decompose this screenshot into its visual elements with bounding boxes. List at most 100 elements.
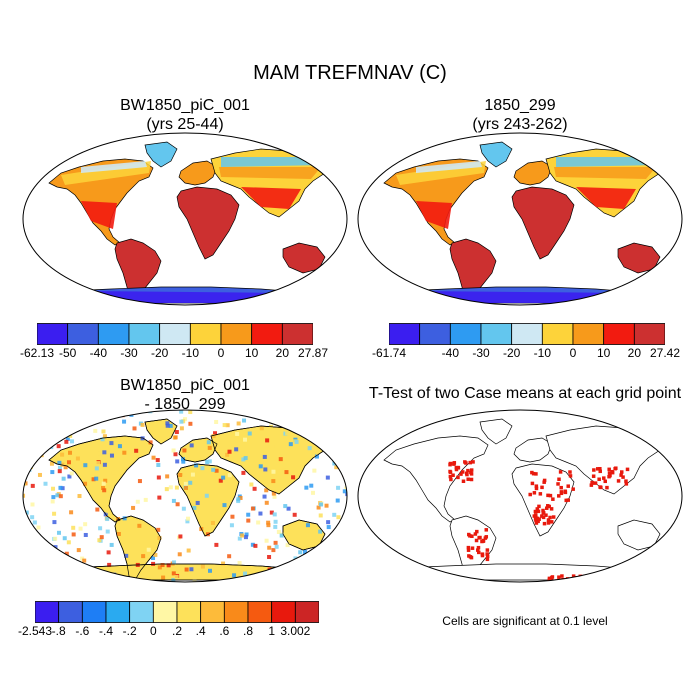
significant-cell xyxy=(575,579,579,582)
significant-cell xyxy=(452,462,456,466)
diff-cell xyxy=(100,573,105,578)
panel4-title: T-Test of two Case means at each grid po… xyxy=(368,385,682,402)
diff-cell xyxy=(284,470,289,475)
diff-cell xyxy=(276,529,281,534)
significant-cell xyxy=(444,574,449,579)
panel1-map xyxy=(22,132,348,306)
diff-cell xyxy=(47,411,52,416)
diff-cell xyxy=(37,472,42,477)
diff-cell xyxy=(262,454,267,459)
significant-cell xyxy=(546,504,550,508)
colorbar-tick-label: -20 xyxy=(150,346,169,360)
significant-cell xyxy=(423,572,428,576)
diff-cell xyxy=(55,493,60,498)
significant-cell xyxy=(448,470,453,474)
diff-cell xyxy=(259,426,264,431)
significant-cell xyxy=(418,577,422,581)
diff-cell xyxy=(148,410,153,414)
diff-cell xyxy=(262,494,267,499)
significant-cell xyxy=(459,472,463,476)
panel2-title: 1850_299 (yrs 243-262) xyxy=(360,96,680,134)
diff-cell xyxy=(205,459,210,464)
diff-cell xyxy=(272,494,277,499)
significant-cell xyxy=(531,471,536,476)
significant-cell xyxy=(541,508,545,513)
diff-cell xyxy=(304,485,309,490)
colorbar-tick-label: 10 xyxy=(596,346,611,360)
significant-cell xyxy=(466,548,471,552)
significant-cell xyxy=(451,473,455,477)
diff-cell xyxy=(93,428,98,433)
coastline xyxy=(114,515,162,581)
significant-cell xyxy=(558,470,563,474)
colorbar-swatch xyxy=(37,323,69,345)
diff-cell xyxy=(81,418,86,423)
diff-cell xyxy=(173,452,178,457)
significant-cell xyxy=(478,535,482,540)
diff-cell xyxy=(103,478,108,483)
significant-cell xyxy=(468,534,472,538)
significant-cell xyxy=(471,460,475,464)
diff-cell xyxy=(181,459,186,464)
diff-cell xyxy=(203,522,208,527)
diff-cell xyxy=(273,519,278,524)
diff-cell xyxy=(60,486,65,491)
significant-cell xyxy=(425,574,430,578)
significant-cell xyxy=(590,577,595,582)
warm-band xyxy=(416,201,452,229)
diff-cell xyxy=(311,574,316,579)
panel3-title: BW1850_piC_001 - 1850_299 xyxy=(25,376,345,414)
diff-cell xyxy=(253,543,258,548)
diff-cell xyxy=(237,536,242,541)
diff-cell xyxy=(100,416,105,421)
diff-cell xyxy=(71,560,76,565)
diff-cell xyxy=(305,523,310,528)
diff-cell xyxy=(279,533,284,538)
diff-cell xyxy=(243,456,248,461)
significant-cell xyxy=(437,577,441,581)
diff-cell xyxy=(64,439,69,444)
significant-cell xyxy=(485,552,489,556)
diff-cell xyxy=(179,410,184,414)
diff-cell xyxy=(38,563,43,568)
diff-cell xyxy=(64,410,69,415)
diff-cell xyxy=(26,546,31,551)
colorbar-tick-label: -40 xyxy=(441,346,459,360)
diff-cell xyxy=(243,535,248,540)
significant-cell xyxy=(439,577,443,582)
colorbar-tick-label: .2 xyxy=(171,624,183,638)
diff-cell xyxy=(122,419,127,424)
significant-cell xyxy=(592,468,596,472)
diff-cell xyxy=(321,442,326,447)
cold-band xyxy=(221,157,325,167)
diff-cell xyxy=(57,465,62,470)
colorbar-swatch xyxy=(152,601,178,623)
significant-cell xyxy=(422,575,427,579)
diff-cell xyxy=(157,495,162,500)
diff-cell xyxy=(345,492,347,497)
diff-cell xyxy=(227,473,232,478)
diff-cell xyxy=(345,523,347,528)
significant-cell xyxy=(620,470,624,474)
diff-cell xyxy=(270,444,275,449)
diff-cell xyxy=(292,512,297,517)
colorbar-tick-label: -10 xyxy=(533,346,551,360)
diff-cell xyxy=(250,506,255,511)
diff-cell xyxy=(310,490,315,495)
significant-cell xyxy=(485,554,490,558)
significant-cell xyxy=(449,477,453,482)
diff-cell xyxy=(276,418,281,423)
significant-cell xyxy=(469,472,474,476)
diff-cell xyxy=(94,466,99,471)
diff-cell xyxy=(69,471,74,476)
diff-cell xyxy=(96,461,101,466)
land-greenland xyxy=(479,418,513,445)
diff-cell xyxy=(47,571,52,576)
diff-cell xyxy=(97,451,102,456)
significant-cell xyxy=(585,577,589,582)
diff-cell xyxy=(336,485,341,490)
diff-cell xyxy=(246,518,251,523)
diff-cell xyxy=(146,547,151,552)
land-europe xyxy=(178,160,218,186)
colorbar-tick-label: 0 xyxy=(149,624,157,638)
